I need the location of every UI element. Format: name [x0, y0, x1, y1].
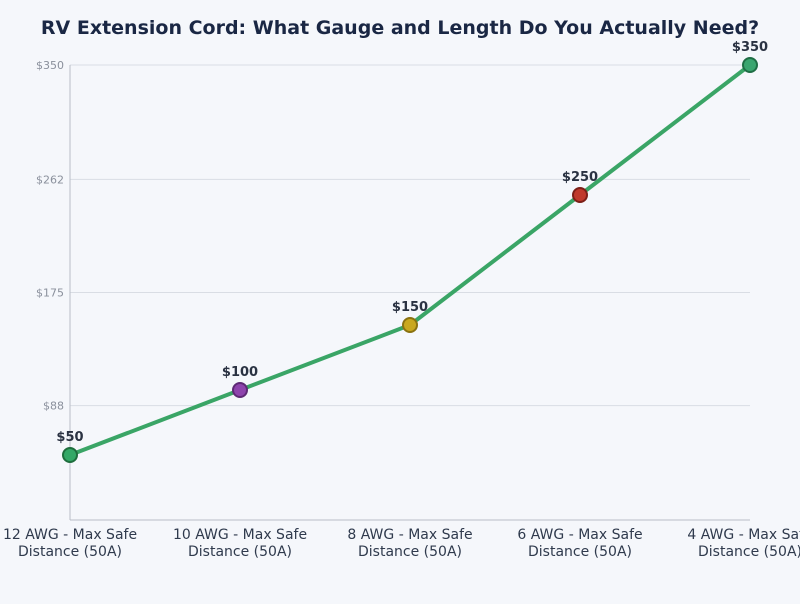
x-tick-label: 8 AWG - Max Safe Distance (50A): [347, 527, 472, 560]
y-tick-label: $88: [43, 400, 64, 413]
x-tick-label: 12 AWG - Max Safe Distance (50A): [3, 527, 137, 560]
x-tick-label: 10 AWG - Max Safe Distance (50A): [173, 527, 307, 560]
x-tick-labels: 12 AWG - Max Safe Distance (50A) 10 AWG - …: [3, 527, 800, 560]
y-tick-label: $262: [36, 173, 64, 186]
data-labels: $50 $100 $150 $250 $350: [56, 40, 768, 445]
series-line-layer: [68, 63, 752, 457]
data-point: [402, 317, 418, 333]
axes: $88 $175 $262 $350: [36, 59, 750, 521]
x-tick-label: 6 AWG - Max Safe Distance (50A): [517, 527, 642, 560]
data-point: [62, 447, 78, 463]
data-points: [62, 57, 758, 463]
data-label: $100: [222, 365, 258, 380]
y-tick-label: $350: [36, 59, 64, 72]
series-line: [68, 63, 752, 457]
chart-title: RV Extension Cord: What Gauge and Length…: [41, 17, 759, 39]
data-label: $350: [732, 40, 768, 55]
data-label: $250: [562, 170, 598, 185]
data-label: $50: [56, 430, 83, 445]
data-point: [572, 187, 588, 203]
grid-lines: [70, 64, 750, 407]
data-point: [742, 57, 758, 73]
data-label: $150: [392, 300, 428, 315]
data-point: [232, 382, 248, 398]
y-tick-label: $175: [36, 287, 64, 300]
